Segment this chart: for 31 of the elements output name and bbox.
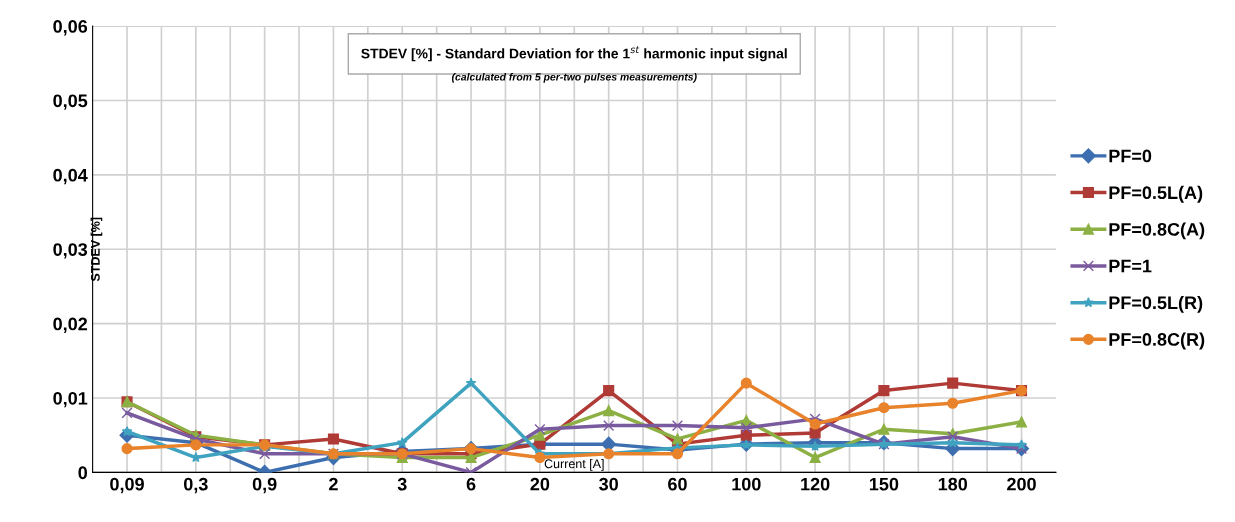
legend-label: PF=1 [1109,259,1152,273]
x-tick-label: 6 [466,477,476,491]
legend-label: PF=0.5L(A) [1109,185,1203,203]
text: (calculated from 5 per-two pulses measurements) [451,72,697,83]
text: STDEV [%] - Standard Deviation for the 1$^{st}$ harmonic input signal [361,46,787,62]
y-tick-label: 0,03 [53,243,88,259]
y-tick-label: 0,02 [53,317,88,333]
y-tick-label: 0,05 [53,94,88,110]
x-tick-label: 100 [732,477,761,491]
x-tick-label: 150 [869,477,899,491]
y-tick-label: 0,06 [53,20,88,36]
x-tick-label: 30 [599,477,618,491]
y-axis-title: STDEV [%] [90,217,103,282]
y-tick-label: 0,01 [53,391,88,408]
legend-label: PF=0.5L(R) [1109,295,1203,313]
x-tick-label: 120 [801,477,830,491]
x-tick-label: 3 [397,477,407,491]
x-axis-title: Current [A] [544,459,604,471]
legend-label: PF=0.8C(R) [1109,332,1205,350]
x-tick-label: 0,09 [110,477,144,494]
x-tick-label: 2 [329,477,338,491]
legend-label: PF=0 [1109,149,1152,163]
x-tick-label: 0,3 [184,477,208,494]
x-tick-label: 200 [1007,477,1036,491]
x-tick-label: 60 [668,477,687,491]
x-tick-label: 20 [530,477,550,491]
x-tick-label: 180 [938,477,968,491]
x-tick-label: 0,9 [252,477,277,494]
y-tick-label: 0 [78,466,88,480]
legend-label: PF=0.8C(A) [1109,222,1205,240]
y-tick-label: 0,04 [53,168,88,185]
